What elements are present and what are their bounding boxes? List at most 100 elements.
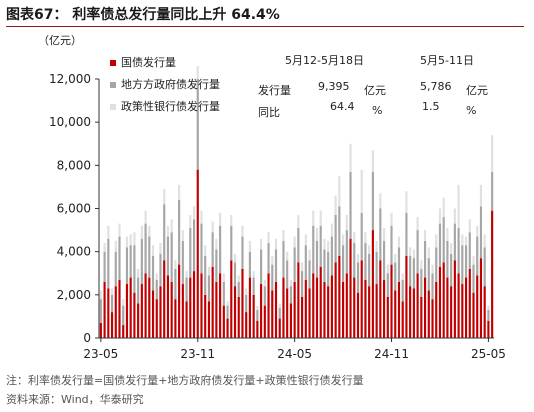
bar-segment-s0-55 — [304, 279, 307, 338]
bar-segment-s0-54 — [301, 296, 304, 338]
figure-title: 图表67： 利率债总发行量同比上升 64.4% — [6, 7, 280, 23]
bar-segment-s2-89 — [431, 264, 434, 274]
bar-segment-s2-91 — [438, 208, 442, 224]
bar-segment-s2-49 — [282, 230, 285, 241]
bar-segment-s1-83 — [409, 255, 412, 287]
bar-segment-s2-59 — [319, 210, 322, 226]
bar-segment-s2-19 — [170, 219, 173, 233]
bar-segment-s1-68 — [353, 243, 356, 278]
bar-segment-s1-34 — [226, 305, 229, 319]
bar-segment-s2-90 — [435, 234, 438, 248]
row2-previous-unit: % — [466, 104, 477, 117]
bar-segment-s0-94 — [450, 286, 453, 338]
bar-segment-s1-50 — [286, 260, 289, 289]
bar-segment-s2-101 — [476, 225, 479, 237]
bar-segment-s2-81 — [401, 273, 404, 280]
bar-segment-s0-30 — [211, 266, 214, 338]
bar-segment-s2-4 — [114, 240, 117, 252]
bar-segment-s0-36 — [233, 286, 237, 338]
bar-segment-s0-93 — [446, 277, 449, 338]
bar-segment-s0-45 — [267, 273, 270, 338]
y-tick-label: 8,000 — [57, 158, 91, 172]
bar-segment-s2-66 — [345, 214, 348, 231]
row2-current-unit: % — [372, 104, 383, 117]
bar-segment-s2-21 — [178, 184, 181, 200]
y-tick-label: 2,000 — [57, 288, 91, 302]
bar-segment-s0-17 — [163, 260, 166, 338]
bar-segment-s0-5 — [118, 279, 121, 338]
bar-segment-s0-58 — [315, 277, 319, 338]
bar-segment-s1-88 — [427, 258, 430, 291]
bar-segment-s1-93 — [446, 240, 449, 278]
bar-segment-s0-60 — [323, 281, 326, 338]
bar-segment-s1-5 — [118, 236, 121, 280]
bar-segment-s1-8 — [129, 245, 132, 278]
bar-segment-s1-20 — [174, 268, 177, 300]
bar-segment-s0-12 — [144, 273, 147, 338]
bar-segment-s0-52 — [293, 281, 296, 338]
period-current: 5月12-5月18日 — [285, 54, 364, 67]
bar-segment-s1-71 — [364, 243, 367, 280]
bar-segment-s2-14 — [151, 245, 155, 256]
bar-segment-s0-84 — [412, 288, 415, 338]
bar-segment-s0-0 — [99, 322, 102, 338]
bar-segment-s2-86 — [420, 260, 423, 269]
bar-segment-s0-73 — [371, 230, 374, 338]
bar-segment-s2-85 — [416, 217, 419, 231]
bar-segment-s0-79 — [394, 290, 397, 338]
bar-segment-s2-30 — [211, 221, 214, 233]
bar-segment-s1-32 — [219, 225, 222, 274]
bar-segment-s2-3 — [110, 288, 114, 295]
bar-segment-s2-67 — [349, 143, 352, 172]
chart-axes: 0 2,000 4,000 6,000 8,000 10,000 12,000 23-05 23… — [49, 72, 506, 361]
bar-segment-s0-104 — [487, 320, 490, 338]
bar-segment-s1-21 — [178, 199, 181, 265]
bar-segment-s1-6 — [122, 305, 125, 326]
bar-segment-s2-58 — [315, 227, 319, 241]
bar-segment-s2-75 — [379, 193, 382, 209]
bar-segment-s0-78 — [390, 264, 393, 338]
bar-segment-s2-50 — [286, 251, 289, 261]
bar-segment-s0-74 — [375, 284, 378, 338]
bar-segment-s1-1 — [103, 251, 106, 282]
bar-segment-s2-54 — [301, 262, 304, 272]
bar-segment-s1-15 — [155, 279, 158, 300]
bar-segment-s0-68 — [353, 277, 356, 338]
bar-segment-s1-9 — [133, 245, 136, 293]
legend-item-national: 国债发行量 — [110, 52, 220, 74]
bar-segment-s1-76 — [382, 240, 386, 280]
bar-segment-s0-11 — [140, 284, 143, 338]
bar-segment-s1-46 — [271, 264, 274, 291]
bar-segment-s1-56 — [308, 260, 311, 289]
bar-segment-s1-18 — [166, 236, 170, 276]
bar-segment-s0-48 — [278, 318, 281, 338]
bar-segment-s1-94 — [450, 253, 453, 287]
legend-swatch-policy — [110, 104, 116, 110]
bar-segment-s2-68 — [353, 232, 356, 244]
row1-label: 发行量 — [258, 84, 291, 97]
bar-segment-s1-86 — [420, 268, 423, 297]
bar-segment-s0-62 — [330, 275, 333, 338]
bar-segment-s1-77 — [386, 273, 389, 297]
bar-segment-s0-51 — [289, 303, 292, 338]
bar-segment-s0-37 — [237, 296, 240, 338]
bar-segment-s0-15 — [155, 299, 158, 338]
bar-segment-s2-26 — [196, 66, 199, 79]
bar-segment-s2-2 — [107, 225, 110, 239]
bar-segment-s1-52 — [293, 247, 296, 282]
bar-segment-s1-39 — [245, 294, 248, 313]
bar-segment-s1-12 — [144, 223, 147, 274]
bar-segment-s2-1 — [103, 243, 106, 252]
row1-previous-value: 5,786 — [420, 80, 452, 93]
bar-segment-s2-28 — [204, 245, 207, 256]
bar-segment-s2-47 — [274, 238, 278, 250]
bar-segment-s1-84 — [412, 258, 415, 289]
bar-segment-s2-72 — [368, 245, 371, 254]
bar-segment-s2-105 — [491, 135, 494, 172]
bar-segment-s2-70 — [360, 169, 363, 213]
title-rule — [6, 26, 524, 27]
bar-segment-s1-81 — [401, 279, 404, 302]
bar-segment-s0-44 — [263, 305, 266, 339]
bar-segment-s1-30 — [211, 232, 214, 267]
bar-segment-s1-98 — [464, 245, 468, 278]
